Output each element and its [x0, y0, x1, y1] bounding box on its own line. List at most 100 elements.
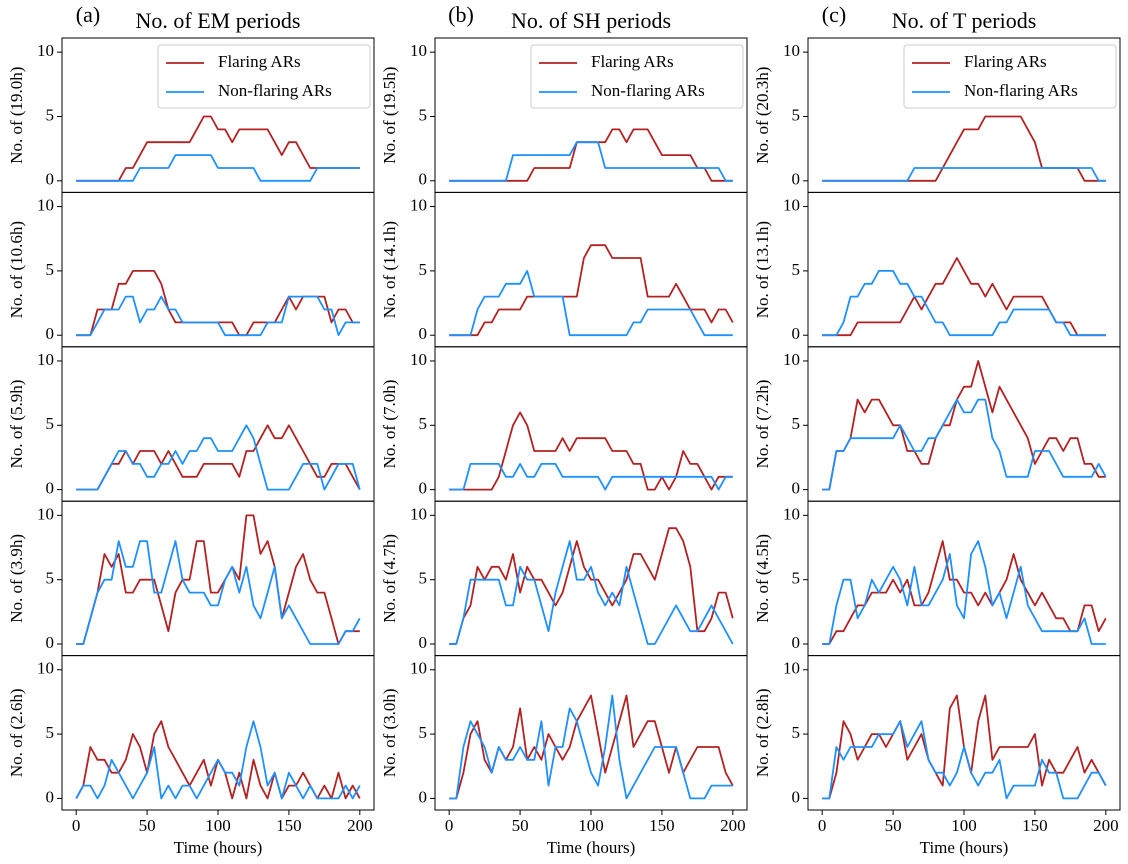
y-tick-label: 5 [46, 723, 55, 742]
data-line [449, 694, 734, 800]
y-tick-label: 10 [783, 195, 800, 214]
data-line [449, 141, 733, 182]
axes-frame [434, 655, 748, 811]
y-tick-label: 10 [410, 350, 427, 369]
y-tick-label: 5 [419, 723, 428, 742]
column-title: No. of EM periods [136, 8, 301, 33]
data-line [822, 269, 1106, 337]
axes-frame [61, 655, 375, 811]
y-axis-label: No. of (2.6h) [7, 688, 26, 777]
data-line [822, 360, 1106, 491]
y-tick-label: 5 [419, 260, 428, 279]
data-line [449, 694, 733, 800]
y-axis-label: No. of (20.3h) [753, 67, 772, 164]
y-tick-label: 0 [792, 324, 801, 343]
y-tick-label: 10 [783, 659, 800, 678]
x-axis-label: Time (hours) [547, 838, 636, 857]
y-tick-label: 5 [792, 723, 801, 742]
legend-label: Non-flaring ARs [218, 81, 332, 100]
y-tick-label: 10 [410, 504, 427, 523]
y-tick-label: 0 [419, 633, 428, 652]
x-tick-label: 200 [1093, 816, 1119, 835]
y-axis-label: No. of (14.1h) [380, 221, 399, 318]
y-axis-label: No. of (5.9h) [7, 380, 26, 469]
data-line [449, 244, 734, 337]
data-line [76, 115, 360, 182]
y-tick-label: 5 [46, 105, 55, 124]
y-axis-label: No. of (7.0h) [380, 380, 399, 469]
data-line [822, 540, 1107, 645]
y-tick-label: 0 [792, 170, 801, 189]
axes-frame [807, 500, 1121, 657]
x-tick-label: 0 [818, 816, 827, 835]
y-tick-label: 10 [37, 659, 54, 678]
y-tick-label: 10 [783, 350, 800, 369]
y-axis-label: No. of (4.5h) [753, 534, 772, 623]
axes-frame [61, 346, 375, 502]
x-tick-label: 100 [578, 816, 604, 835]
legend-label: Flaring ARs [591, 52, 674, 71]
x-tick-label: 150 [276, 816, 302, 835]
y-tick-label: 10 [37, 41, 54, 60]
y-tick-label: 0 [46, 787, 55, 806]
y-tick-label: 0 [46, 479, 55, 498]
legend-box [530, 44, 744, 109]
panel-label: (c) [822, 2, 846, 27]
x-tick-label: 100 [205, 816, 231, 835]
y-tick-label: 5 [792, 569, 801, 588]
y-tick-label: 5 [792, 414, 801, 433]
x-tick-label: 150 [1022, 816, 1048, 835]
x-axis-label: Time (hours) [174, 838, 263, 857]
x-tick-label: 50 [885, 816, 902, 835]
axes-frame [807, 655, 1121, 811]
y-tick-label: 10 [410, 659, 427, 678]
data-line [76, 514, 360, 645]
y-tick-label: 0 [419, 479, 428, 498]
y-tick-label: 5 [419, 414, 428, 433]
y-tick-label: 0 [419, 787, 428, 806]
legend-label: Non-flaring ARs [591, 81, 705, 100]
data-line [449, 527, 734, 645]
x-tick-label: 200 [347, 816, 373, 835]
data-line [449, 462, 733, 491]
data-line [76, 154, 360, 182]
legend-label: Flaring ARs [964, 52, 1047, 71]
y-axis-label: No. of (7.2h) [753, 380, 772, 469]
data-line [76, 424, 361, 491]
y-tick-label: 0 [46, 633, 55, 652]
x-tick-label: 50 [512, 816, 529, 835]
y-axis-label: No. of (2.8h) [753, 688, 772, 777]
data-line [822, 398, 1107, 491]
x-tick-label: 50 [139, 816, 156, 835]
data-line [449, 269, 733, 337]
legend-box [157, 44, 371, 109]
y-axis-label: No. of (13.1h) [753, 221, 772, 318]
x-tick-label: 0 [72, 816, 81, 835]
y-tick-label: 0 [792, 479, 801, 498]
data-line [449, 128, 733, 182]
panel-label: (a) [76, 2, 100, 27]
legend-box [903, 44, 1117, 109]
x-tick-label: 0 [445, 816, 454, 835]
legend-label: Flaring ARs [218, 52, 301, 71]
y-tick-label: 5 [792, 105, 801, 124]
y-tick-label: 10 [37, 350, 54, 369]
y-tick-label: 0 [792, 633, 801, 652]
y-tick-label: 10 [783, 504, 800, 523]
y-axis-label: No. of (19.5h) [380, 67, 399, 164]
axes-frame [61, 500, 375, 657]
y-tick-label: 0 [46, 324, 55, 343]
data-line [76, 424, 361, 491]
data-line [822, 720, 1107, 800]
column-title: No. of T periods [892, 8, 1037, 33]
data-line [76, 540, 361, 645]
y-tick-label: 5 [46, 260, 55, 279]
data-line [76, 295, 360, 337]
data-line [75, 720, 361, 800]
y-axis-label: No. of (19.0h) [7, 67, 26, 164]
y-tick-label: 10 [783, 41, 800, 60]
axes-frame [434, 346, 748, 502]
y-tick-label: 5 [46, 414, 55, 433]
y-axis-label: No. of (3.9h) [7, 534, 26, 623]
